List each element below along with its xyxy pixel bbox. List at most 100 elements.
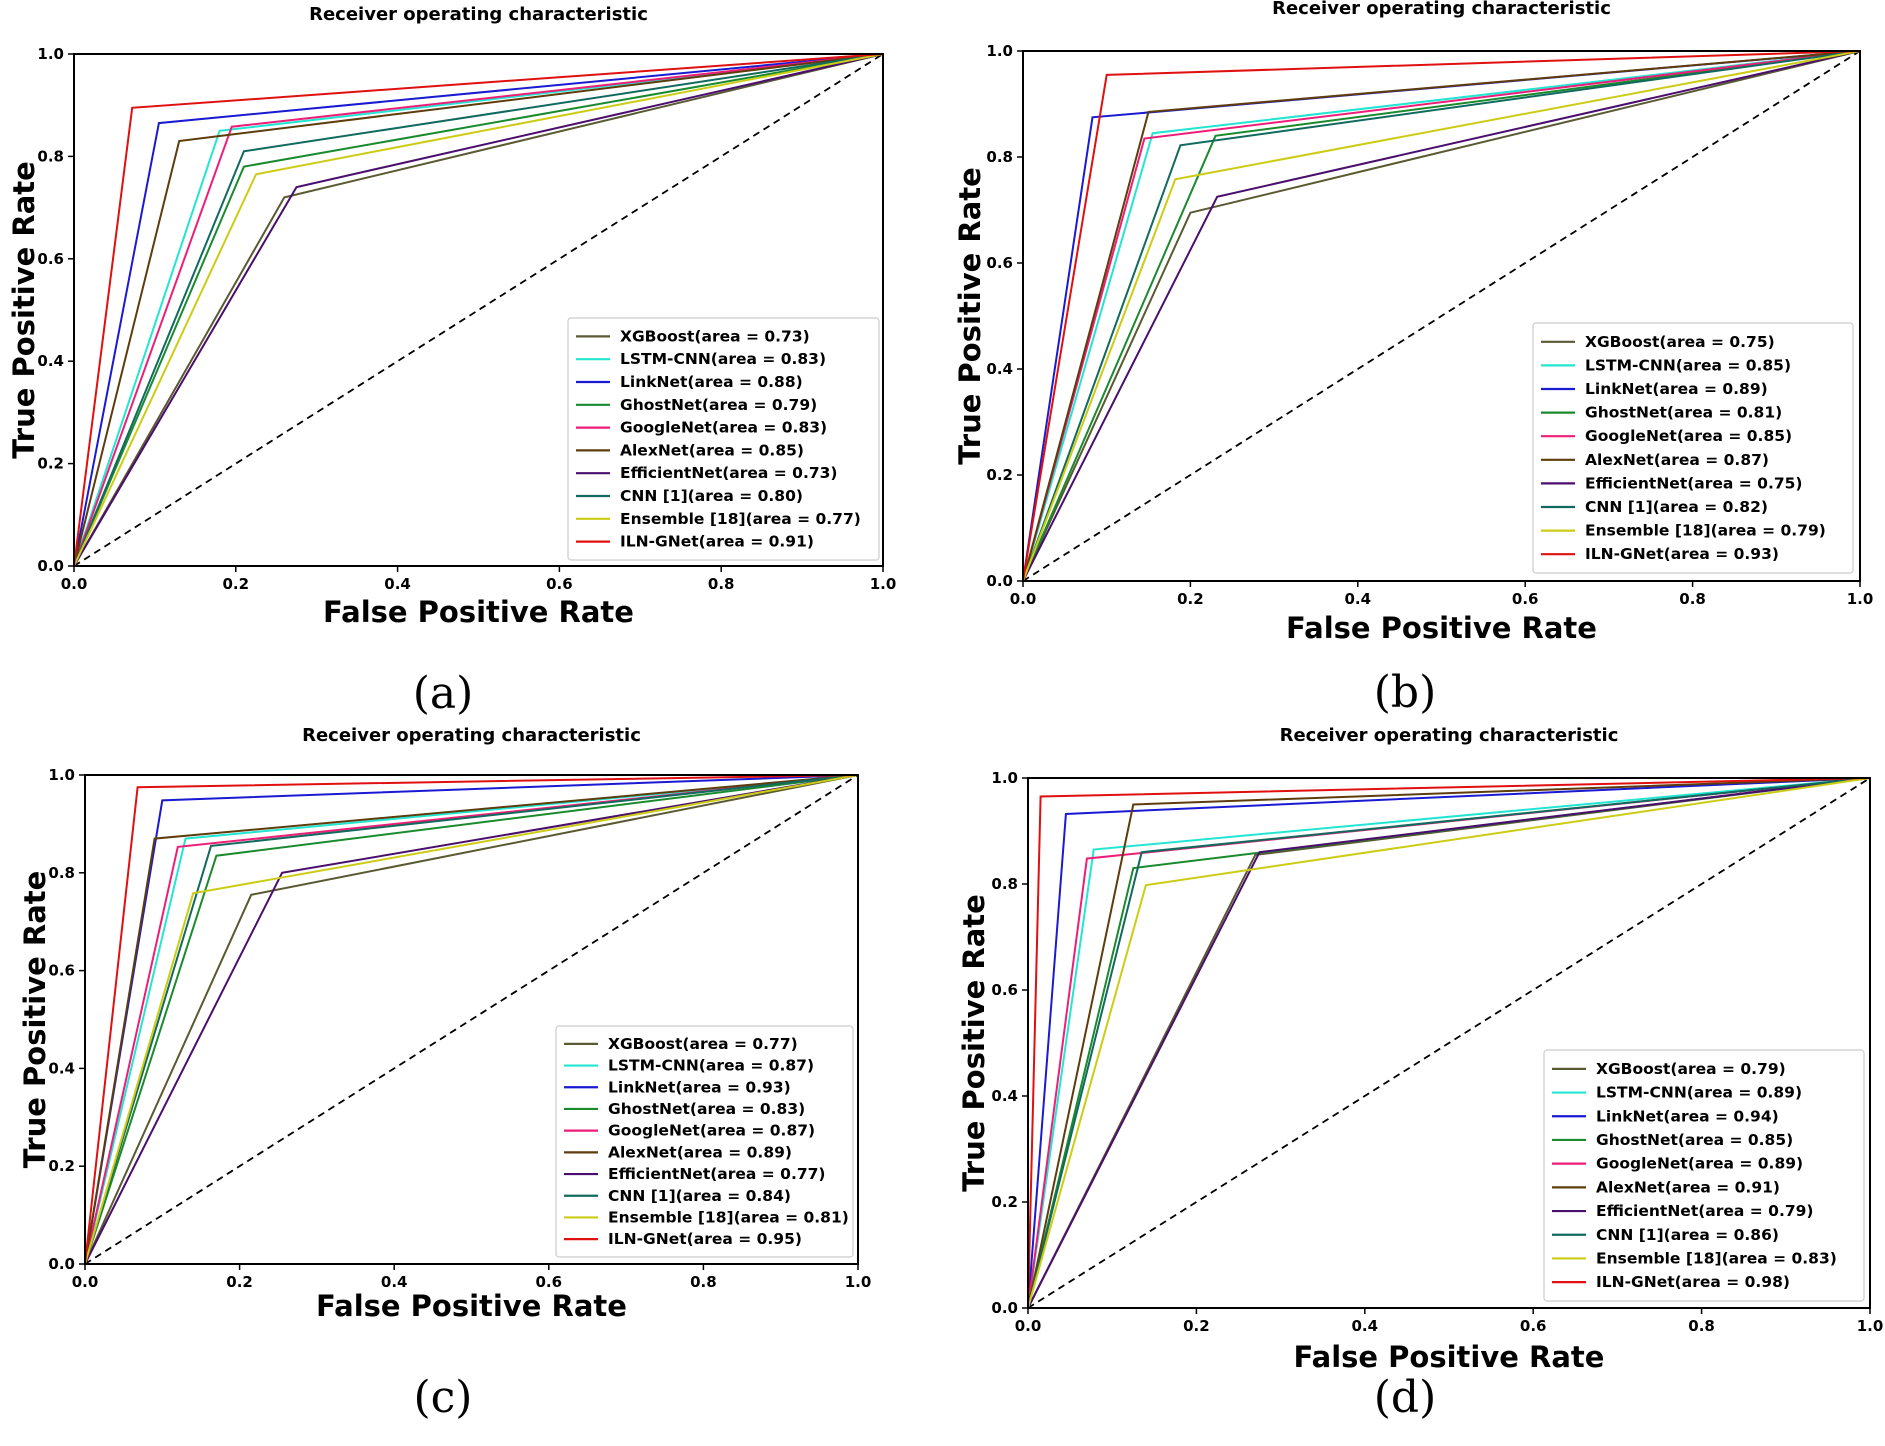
y-axis-label: True Positive Rate [953, 167, 987, 465]
legend-entry: GhostNet(area = 0.81) [1585, 404, 1782, 422]
legend: XGBoost(area = 0.73) LSTM-CNN(area = 0.83… [567, 317, 880, 561]
roc-curve-iln-gnet [73, 53, 884, 567]
y-tick-label: 0.6 [37, 250, 64, 268]
roc-curve-googlenet [73, 53, 884, 567]
roc-curve-xgboost [1022, 50, 1861, 582]
chance-diagonal-line [1022, 50, 1861, 582]
legend-entry: ILN-GNet(area = 0.91) [620, 533, 814, 551]
y-tick-label: 0.0 [48, 1255, 75, 1273]
legend-entry: GoogleNet(area = 0.89) [1596, 1155, 1803, 1173]
x-tick-label: 0.2 [1177, 590, 1204, 608]
x-tick-label: 0.6 [1520, 1317, 1547, 1335]
legend-entry: XGBoost(area = 0.77) [608, 1035, 798, 1053]
plot-frame [84, 774, 859, 1265]
x-tick-label: 0.2 [1183, 1317, 1210, 1335]
legend-entry: AlexNet(area = 0.89) [608, 1143, 792, 1161]
legend-entry: Ensemble [18](area = 0.81) [608, 1208, 849, 1226]
legend-entry: LSTM-CNN(area = 0.83) [620, 350, 826, 368]
x-axis-label: False Positive Rate [316, 1289, 627, 1323]
y-tick-label: 0.6 [986, 254, 1013, 272]
legend-entry: GoogleNet(area = 0.85) [1585, 427, 1792, 445]
roc-curve-ensemble-18 [84, 774, 859, 1265]
chart-title: Receiver operating characteristic [1272, 0, 1611, 19]
panel-caption: (b) [1374, 667, 1437, 718]
x-tick-label: 0.2 [223, 575, 250, 593]
roc-curve-ensemble-18 [73, 53, 884, 567]
legend: XGBoost(area = 0.77) LSTM-CNN(area = 0.87… [555, 1025, 854, 1258]
legend-entry: AlexNet(area = 0.85) [620, 441, 804, 459]
roc-curve-ensemble-18 [1022, 50, 1861, 582]
roc-curve-xgboost [73, 53, 884, 567]
roc-curve-cnn-1 [73, 53, 884, 567]
roc-curve-linknet [1027, 777, 1871, 1309]
legend-entry: CNN [1](area = 0.82) [1585, 498, 1768, 516]
y-axis-label: True Positive Rate [7, 161, 41, 459]
legend-entry: LinkNet(area = 0.94) [1596, 1107, 1779, 1125]
y-tick-label: 0.4 [48, 1059, 75, 1077]
legend-entry: CNN [1](area = 0.84) [608, 1187, 791, 1205]
x-axis-label: False Positive Rate [1294, 1340, 1605, 1374]
x-tick-label: 0.6 [536, 1273, 563, 1291]
y-tick-label: 0.8 [37, 147, 64, 165]
x-tick-label: 0.6 [546, 575, 573, 593]
legend-entry: GhostNet(area = 0.79) [620, 396, 817, 414]
x-tick-label: 0.2 [226, 1273, 253, 1291]
legend-entry: EfficientNet(area = 0.73) [620, 464, 838, 482]
legend-entry: GoogleNet(area = 0.83) [620, 419, 827, 437]
x-tick-label: 1.0 [1857, 1317, 1884, 1335]
roc-curve-lstm-cnn [1027, 777, 1871, 1309]
roc-curve-linknet [73, 53, 884, 567]
y-axis-label: True Positive Rate [18, 871, 52, 1169]
y-axis-label: True Positive Rate [957, 894, 991, 1192]
legend-entry: XGBoost(area = 0.75) [1585, 333, 1775, 351]
y-tick-label: 0.0 [986, 572, 1013, 590]
legend-entry: Ensemble [18](area = 0.77) [620, 510, 861, 528]
roc-curve-cnn-1 [84, 774, 859, 1265]
roc-curve-lstm-cnn [1022, 50, 1861, 582]
roc-curve-alexnet [84, 774, 859, 1265]
roc-curve-cnn-1 [1022, 50, 1861, 582]
legend-entry: LinkNet(area = 0.89) [1585, 380, 1768, 398]
roc-panel-d: Receiver operating characteristic 0.0 0.2 0… [957, 725, 1883, 1423]
x-axis-label: False Positive Rate [323, 595, 634, 629]
legend-entry: ILN-GNet(area = 0.93) [1585, 545, 1779, 563]
x-tick-label: 0.8 [690, 1273, 717, 1291]
chance-diagonal-line [84, 774, 859, 1265]
legend-box [555, 1025, 854, 1258]
legend-entry: GoogleNet(area = 0.87) [608, 1122, 815, 1140]
legend: XGBoost(area = 0.79) LSTM-CNN(area = 0.89… [1543, 1049, 1865, 1302]
legend-entry: AlexNet(area = 0.91) [1596, 1178, 1780, 1196]
legend-box [1543, 1049, 1865, 1302]
roc-curve-ghostnet [1022, 50, 1861, 582]
legend-entry: ILN-GNet(area = 0.95) [608, 1230, 802, 1248]
y-tick-label: 0.2 [48, 1157, 75, 1175]
chance-diagonal-line [73, 53, 884, 567]
y-tick-label: 0.0 [991, 1299, 1018, 1317]
roc-curve-iln-gnet [1027, 777, 1871, 1309]
legend-entry: XGBoost(area = 0.73) [620, 327, 810, 345]
roc-curve-iln-gnet [1022, 50, 1861, 582]
y-tick-label: 0.2 [986, 466, 1013, 484]
y-tick-label: 0.8 [986, 148, 1013, 166]
legend-entry: Ensemble [18](area = 0.83) [1596, 1249, 1837, 1267]
legend-entry: AlexNet(area = 0.87) [1585, 451, 1769, 469]
x-tick-label: 0.8 [1679, 590, 1706, 608]
y-tick-label: 1.0 [991, 769, 1018, 787]
legend-entry: Ensemble [18](area = 0.79) [1585, 522, 1826, 540]
roc-curve-cnn-1 [1027, 777, 1871, 1309]
roc-curve-ensemble-18 [1027, 777, 1871, 1309]
x-tick-label: 0.4 [1352, 1317, 1379, 1335]
legend-entry: GhostNet(area = 0.83) [608, 1100, 805, 1118]
y-tick-label: 0.2 [991, 1193, 1018, 1211]
y-tick-label: 0.8 [991, 875, 1018, 893]
roc-curve-efficientnet [73, 53, 884, 567]
legend-box [567, 317, 880, 561]
x-tick-label: 0.4 [381, 1273, 408, 1291]
roc-panel-b: Receiver operating characteristic 0.0 0.2 0… [953, 0, 1873, 718]
y-tick-label: 0.4 [991, 1087, 1018, 1105]
x-tick-label: 0.0 [1015, 1317, 1042, 1335]
roc-curve-alexnet [1022, 50, 1861, 582]
legend-entry: EfficientNet(area = 0.75) [1585, 474, 1803, 492]
plot-frame [1027, 777, 1871, 1309]
